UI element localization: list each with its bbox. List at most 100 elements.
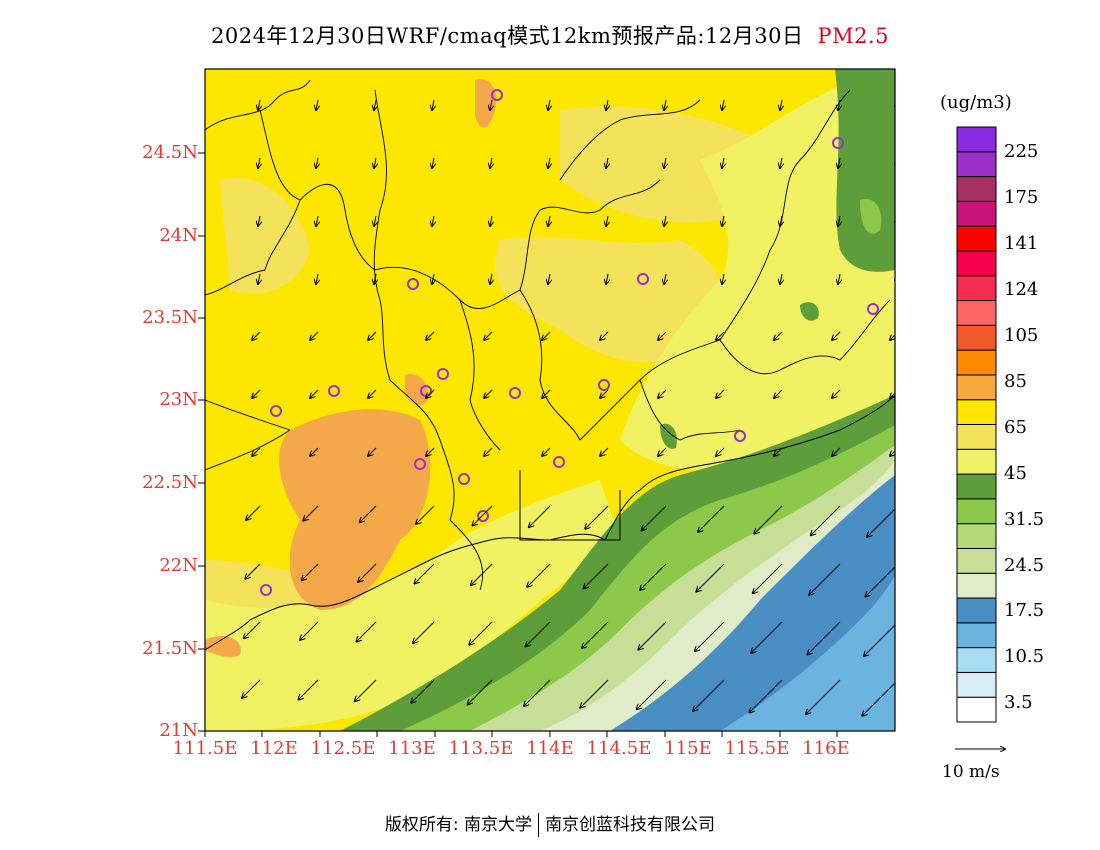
wind-arrow — [600, 447, 609, 456]
station-marker — [509, 387, 521, 399]
colorbar-swatch — [956, 597, 997, 624]
colorbar-label: 31.5 — [1004, 509, 1045, 530]
wind-arrow — [896, 158, 898, 168]
wind-arrow — [529, 505, 551, 527]
wind-arrow — [310, 331, 319, 340]
station-marker — [407, 278, 419, 290]
colorbar-unit: (ug/m3) — [940, 92, 1012, 113]
colorbar-label: 225 — [1004, 141, 1039, 162]
station-marker — [491, 89, 503, 101]
wind-arrow — [316, 99, 318, 110]
lat-label: 21.5N — [142, 638, 198, 659]
wind-arrow — [527, 563, 551, 587]
colorbar-swatch — [956, 448, 997, 475]
wind-arrow — [722, 157, 724, 168]
wind-arrow — [698, 505, 725, 532]
wind-arrow — [244, 621, 261, 638]
wind-arrow — [864, 624, 895, 656]
colorbar-swatch — [956, 399, 997, 426]
wind-arrow — [696, 563, 725, 592]
wind-arrow — [355, 679, 377, 701]
wind-arrow — [416, 505, 435, 524]
wind-arrow — [754, 505, 783, 534]
title-pollutant: PM2.5 — [817, 24, 889, 48]
field-45-65-a — [494, 237, 722, 363]
colorbar-swatch — [956, 324, 997, 351]
wind-arrow — [890, 450, 895, 456]
wind-arrow — [606, 157, 608, 168]
wind-arrow — [316, 215, 318, 226]
station-marker — [477, 510, 489, 522]
wind-arrow — [867, 508, 895, 537]
station-marker — [734, 430, 746, 442]
lat-label: 24N — [159, 225, 198, 246]
wind-arrow — [426, 331, 435, 340]
wind-vectors — [240, 99, 898, 775]
boundaries — [205, 79, 891, 591]
wind-arrow — [664, 99, 666, 110]
wind-arrow — [374, 215, 376, 226]
wind-arrow — [310, 389, 319, 398]
wind-arrow — [861, 738, 898, 775]
wind-arrow — [316, 273, 318, 284]
colorbar-swatch — [956, 200, 997, 227]
colorbar-label: 10.5 — [1004, 646, 1045, 667]
lon-label: 113E — [388, 738, 436, 759]
wind-arrow — [356, 621, 377, 642]
lon-label: 115E — [664, 738, 712, 759]
wind-arrow — [484, 447, 493, 456]
wind-arrow — [580, 679, 609, 708]
wind-arrow — [832, 389, 841, 398]
wind-arrow — [780, 157, 782, 168]
colorbar-swatch — [956, 523, 997, 549]
wind-arrow — [302, 563, 319, 580]
wind-arrow — [252, 331, 261, 340]
wind-arrow — [490, 273, 492, 284]
wind-arrow — [606, 273, 608, 284]
city-boundary — [519, 470, 621, 541]
copyright-right: 南京创蓝科技有限公司 — [545, 815, 716, 835]
wind-arrow — [811, 505, 841, 535]
colorbar-label: 24.5 — [1004, 555, 1045, 576]
wind-arrow — [548, 99, 550, 110]
lat-label: 24.5N — [142, 142, 198, 163]
lat-label: 22N — [159, 555, 198, 576]
copyright-left: 版权所有: 南京大学 — [384, 815, 533, 835]
wind-arrow — [490, 157, 492, 168]
wind-arrow — [524, 679, 551, 706]
copyright: 版权所有: 南京大学 南京创蓝科技有限公司 — [0, 810, 1100, 837]
colorbar-swatch — [956, 498, 997, 525]
wind-scale-label: 10 m/s — [942, 762, 1000, 782]
wind-arrow — [368, 389, 377, 398]
wind-arrow — [432, 273, 434, 284]
wind-arrow — [368, 331, 377, 340]
lon-label: 112E — [250, 738, 298, 759]
station-marker — [328, 385, 340, 397]
concentration-field — [205, 69, 898, 775]
station-marker — [260, 584, 272, 596]
coastline — [205, 394, 895, 651]
wind-arrow — [809, 563, 841, 595]
colorbar-swatch — [956, 572, 997, 599]
wind-arrow — [664, 157, 666, 168]
wind-arrow — [890, 392, 895, 398]
wind-arrow — [693, 679, 725, 711]
wind-arrow — [310, 447, 319, 456]
wind-arrow — [637, 679, 667, 709]
colorbar-swatch — [956, 176, 997, 202]
wind-arrow — [658, 389, 667, 398]
wind-arrow — [471, 563, 493, 585]
wind-arrow — [542, 447, 551, 456]
colorbar-swatch — [956, 696, 997, 723]
wind-arrow — [585, 505, 609, 529]
wind-arrow — [751, 621, 783, 653]
lon-label: 114E — [526, 738, 574, 759]
colorbar-swatch — [956, 671, 997, 698]
wind-arrow — [469, 621, 493, 645]
wind-arrow — [432, 157, 434, 168]
wind-arrow — [542, 331, 551, 340]
wind-arrow — [642, 505, 667, 530]
wind-arrow — [368, 447, 377, 456]
colorbar-swatch — [956, 647, 997, 673]
wind-arrow — [303, 505, 319, 521]
